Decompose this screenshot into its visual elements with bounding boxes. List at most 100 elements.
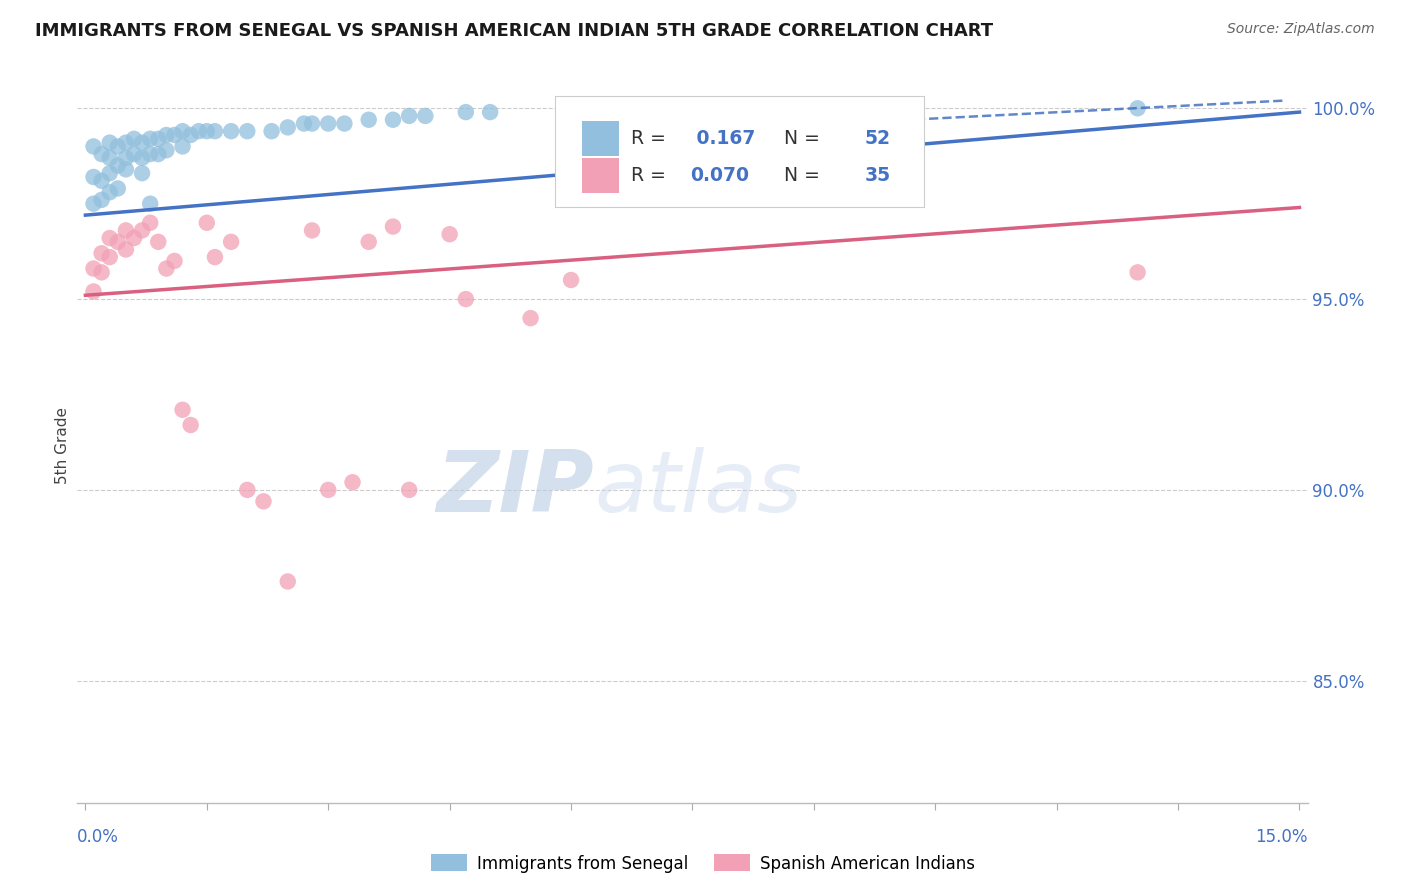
Point [682, 101, 704, 115]
Point [155, 143, 177, 157]
Point [333, 117, 356, 131]
Point [131, 223, 153, 237]
Point [122, 147, 145, 161]
Point [180, 417, 202, 432]
Point [439, 227, 461, 242]
Point [277, 574, 299, 589]
Point [131, 151, 153, 165]
Point [316, 117, 339, 131]
Point [454, 105, 477, 120]
Text: R =: R = [631, 129, 672, 148]
Point [195, 216, 218, 230]
Point [107, 139, 129, 153]
Point [98, 186, 121, 200]
Point [172, 402, 194, 417]
Point [98, 151, 121, 165]
Point [90, 246, 112, 260]
Point [382, 112, 405, 127]
Point [316, 483, 339, 497]
Point [301, 223, 323, 237]
Point [98, 231, 121, 245]
Point [139, 147, 162, 161]
Point [115, 223, 138, 237]
Point [301, 117, 323, 131]
Point [195, 124, 218, 138]
Text: N =: N = [772, 166, 827, 185]
Point [560, 273, 582, 287]
Point [236, 124, 259, 138]
Point [204, 250, 226, 264]
Point [382, 219, 405, 234]
Point [260, 124, 283, 138]
Point [560, 101, 582, 115]
Text: atlas: atlas [595, 447, 801, 531]
FancyBboxPatch shape [582, 121, 619, 155]
Point [415, 109, 437, 123]
Point [139, 132, 162, 146]
Point [139, 196, 162, 211]
Point [163, 128, 186, 142]
Text: 52: 52 [865, 129, 890, 148]
Point [1126, 101, 1149, 115]
Point [357, 112, 380, 127]
Point [122, 132, 145, 146]
Point [398, 109, 420, 123]
Point [163, 254, 186, 268]
Point [148, 235, 170, 249]
Text: 0.070: 0.070 [690, 166, 749, 185]
Point [148, 147, 170, 161]
Y-axis label: 5th Grade: 5th Grade [55, 408, 70, 484]
Point [398, 483, 420, 497]
Point [83, 169, 105, 184]
Point [479, 105, 502, 120]
Point [90, 147, 112, 161]
Point [98, 136, 121, 150]
Text: ZIP: ZIP [436, 447, 595, 531]
Point [357, 235, 380, 249]
Point [682, 97, 704, 112]
Point [519, 311, 541, 326]
FancyBboxPatch shape [555, 96, 924, 207]
Point [180, 128, 202, 142]
Point [83, 261, 105, 276]
Point [277, 120, 299, 135]
Text: Source: ZipAtlas.com: Source: ZipAtlas.com [1227, 22, 1375, 37]
Point [90, 193, 112, 207]
Point [83, 196, 105, 211]
Point [98, 250, 121, 264]
Text: R =: R = [631, 166, 672, 185]
Point [90, 265, 112, 279]
Point [131, 136, 153, 150]
Point [98, 166, 121, 180]
Text: IMMIGRANTS FROM SENEGAL VS SPANISH AMERICAN INDIAN 5TH GRADE CORRELATION CHART: IMMIGRANTS FROM SENEGAL VS SPANISH AMERI… [35, 22, 993, 40]
Point [83, 139, 105, 153]
Point [1126, 265, 1149, 279]
Text: 35: 35 [865, 166, 891, 185]
Point [83, 285, 105, 299]
Point [122, 231, 145, 245]
Legend: Immigrants from Senegal, Spanish American Indians: Immigrants from Senegal, Spanish America… [425, 847, 981, 880]
Point [115, 151, 138, 165]
Point [219, 235, 242, 249]
Point [115, 136, 138, 150]
Point [155, 261, 177, 276]
Point [252, 494, 274, 508]
Point [292, 117, 315, 131]
Point [115, 243, 138, 257]
Point [131, 166, 153, 180]
Point [187, 124, 209, 138]
Point [107, 235, 129, 249]
Point [115, 162, 138, 177]
Point [107, 181, 129, 195]
Point [90, 174, 112, 188]
Point [155, 128, 177, 142]
Point [148, 132, 170, 146]
Point [204, 124, 226, 138]
Point [342, 475, 364, 490]
Text: 0.167: 0.167 [690, 129, 755, 148]
Point [172, 139, 194, 153]
Text: 15.0%: 15.0% [1256, 828, 1308, 846]
Point [236, 483, 259, 497]
Text: N =: N = [772, 129, 827, 148]
Point [454, 292, 477, 306]
